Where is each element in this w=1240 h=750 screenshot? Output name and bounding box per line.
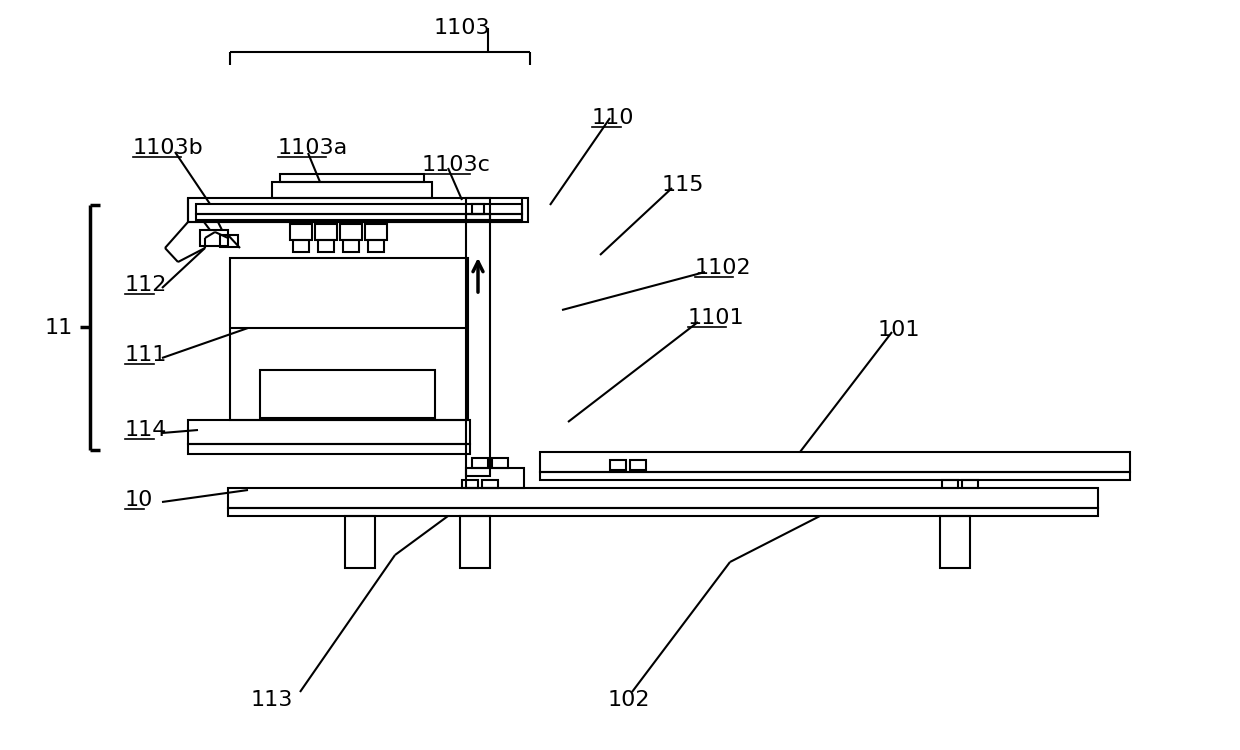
Bar [228,488,1097,508]
Bar [365,224,387,240]
Bar [188,420,470,444]
Bar [472,458,489,468]
Bar [466,214,490,220]
Bar [280,174,424,182]
Bar [188,198,528,222]
Bar [315,224,337,240]
Text: 11: 11 [45,318,73,338]
Text: 115: 115 [662,175,704,195]
Bar [466,468,525,488]
Text: 1103: 1103 [434,18,490,38]
Text: 113: 113 [250,690,293,710]
Text: 110: 110 [591,108,635,128]
Bar [610,460,626,470]
Bar [219,235,238,247]
Bar [539,452,1130,472]
Bar [343,240,360,252]
Bar [293,240,309,252]
Bar [272,182,432,198]
Text: 1101: 1101 [688,308,745,328]
Text: 102: 102 [608,690,651,710]
Bar [228,508,1097,516]
Text: 112: 112 [125,275,167,295]
Bar [472,204,484,214]
Bar [942,480,959,488]
Bar [630,460,646,470]
Bar [196,204,522,214]
Text: 10: 10 [125,490,154,510]
Bar [940,516,970,568]
Bar [368,240,384,252]
Bar [200,230,228,246]
Bar [229,258,467,420]
Text: 1102: 1102 [694,258,751,278]
Text: 114: 114 [125,420,167,440]
Text: 1103a: 1103a [278,138,348,158]
Bar [290,224,312,240]
Text: 1103b: 1103b [133,138,203,158]
Bar [463,480,477,488]
Bar [539,472,1130,480]
Bar [317,240,334,252]
Bar [492,458,508,468]
Bar [466,198,490,476]
Bar [196,214,522,220]
Text: 101: 101 [878,320,920,340]
Bar [460,516,490,568]
Bar [482,480,498,488]
Bar [962,480,978,488]
Bar [188,444,470,454]
Text: 111: 111 [125,345,167,365]
Bar [340,224,362,240]
Bar [345,516,374,568]
Text: 1103c: 1103c [422,155,491,175]
Bar [260,370,435,418]
